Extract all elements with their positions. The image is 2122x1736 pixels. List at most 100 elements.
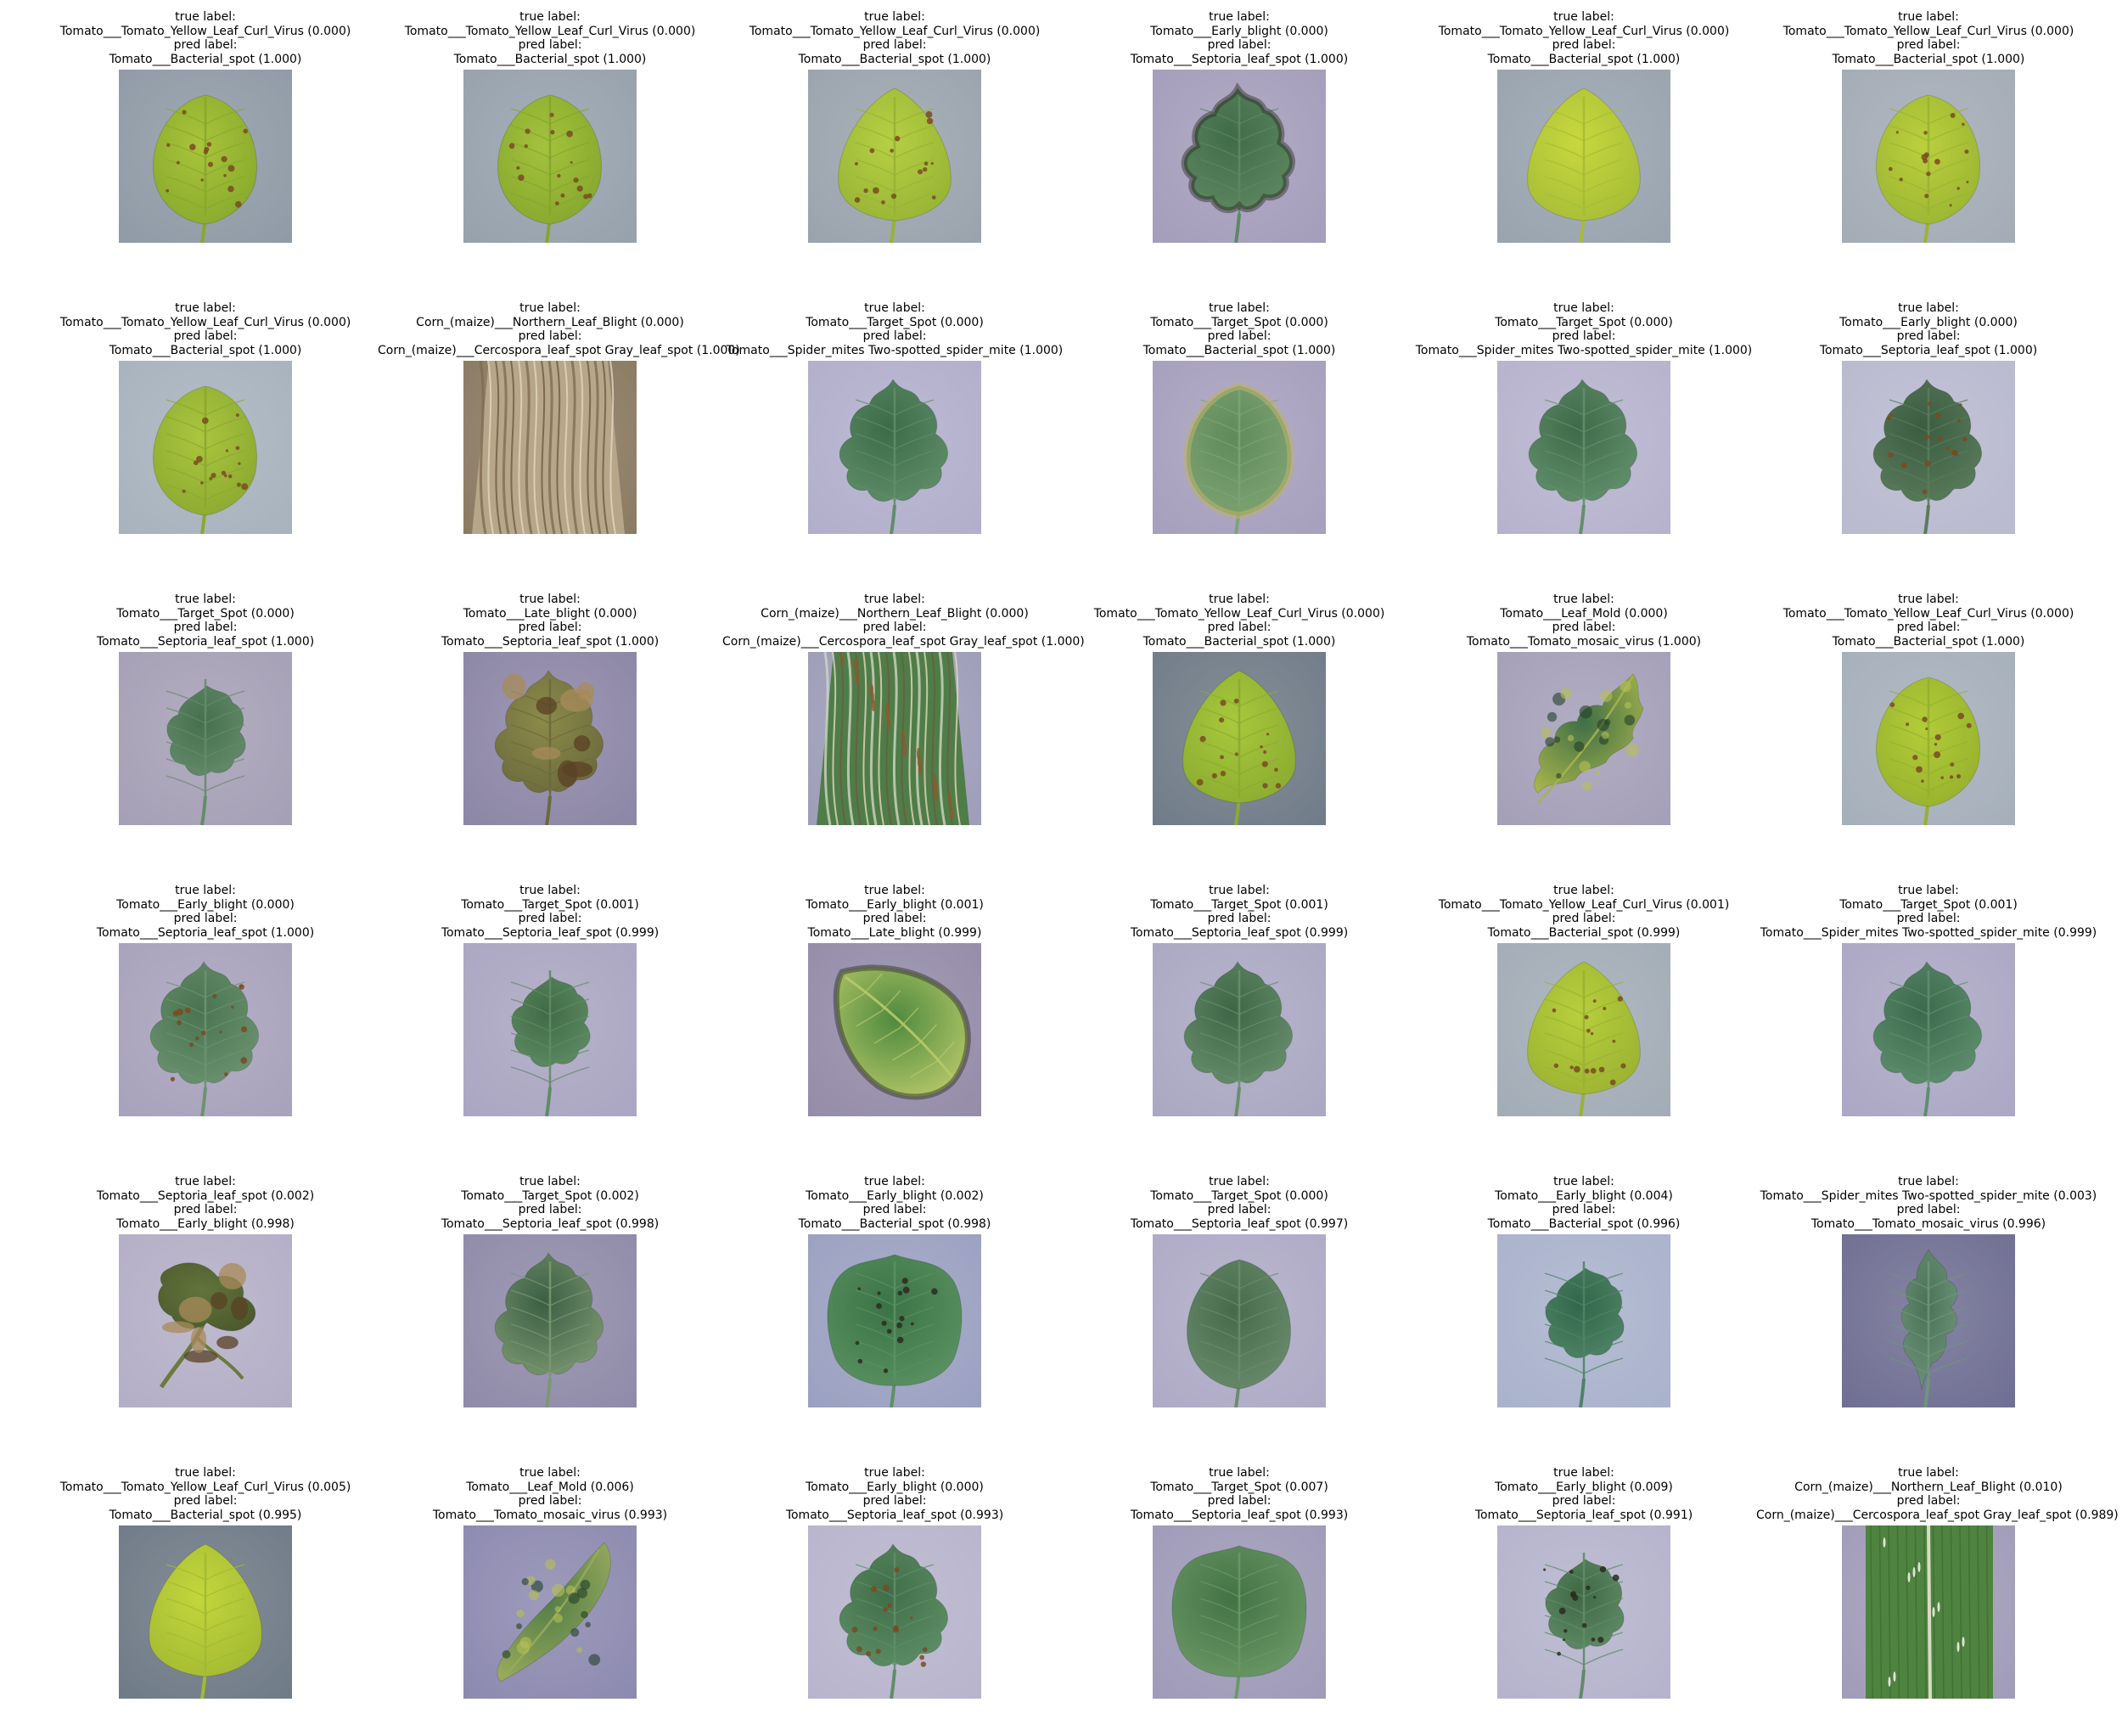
true-label-heading: true label: (864, 884, 925, 897)
leaf-photo (808, 1525, 981, 1699)
pred-label-value: Tomato___Septoria_leaf_spot (1.000) (96, 634, 315, 649)
true-label-heading: true label: (519, 1466, 581, 1480)
true-label-heading: true label: (1898, 593, 1959, 606)
pred-label-value: Tomato___Tomato_mosaic_virus (0.996) (1810, 1216, 2046, 1231)
true-label-heading: true label: (1209, 1466, 1270, 1480)
leaf-image (1842, 70, 2015, 243)
leaf (153, 385, 257, 534)
leaf (1183, 961, 1293, 1116)
panel: true label: Tomato___Target_Spot (0.001) p… (378, 874, 722, 1154)
pred-label-heading: pred label: (1207, 1494, 1272, 1508)
panel-caption: true label: Corn_(maize)___Northern_Leaf_… (1756, 1466, 2119, 1522)
true-label-heading: true label: (175, 10, 236, 24)
pred-label-heading: pred label: (173, 621, 238, 634)
leaf-image (119, 652, 292, 825)
leaf-photo (1153, 1234, 1326, 1407)
leaf (1182, 670, 1296, 825)
leaf-image (463, 1234, 637, 1407)
pred-label-heading: pred label: (1207, 621, 1272, 634)
panel-caption: true label: Tomato___Tomato_Yellow_Leaf_C… (1412, 10, 1756, 66)
leaf-image (1153, 70, 1326, 243)
pred-label-heading: pred label: (1552, 1494, 1616, 1508)
pred-label-value: Tomato___Bacterial_spot (0.995) (109, 1508, 302, 1522)
pred-label-value: Tomato___Bacterial_spot (1.000) (1142, 343, 1336, 357)
true-label-value: Tomato___Target_Spot (0.000) (1495, 315, 1673, 329)
true-label-heading: true label: (1898, 1466, 1959, 1480)
true-label-value: Tomato___Target_Spot (0.002) (461, 1188, 639, 1203)
pred-label-heading: pred label: (518, 621, 582, 634)
pred-label-value: Tomato___Septoria_leaf_spot (1.000) (96, 925, 315, 940)
pred-label-value: Tomato___Bacterial_spot (1.000) (109, 343, 302, 357)
panel: true label: Tomato___Early_blight (0.000)… (1067, 0, 1412, 280)
pred-label-value: Tomato___Septoria_leaf_spot (0.993) (1130, 1508, 1349, 1522)
leaf (838, 87, 952, 243)
panel-caption: true label: Corn_(maize)___Northern_Leaf_… (722, 593, 1085, 649)
panel-caption: true label: Tomato___Tomato_Yellow_Leaf_C… (1412, 884, 1756, 940)
true-label-value: Tomato___Early_blight (0.002) (806, 1188, 984, 1203)
true-label-heading: true label: (1898, 1175, 1959, 1188)
pred-label-value: Tomato___Bacterial_spot (1.000) (1142, 634, 1336, 649)
pred-label-value: Tomato___Spider_mites Two-spotted_spider… (726, 343, 1064, 357)
true-label-heading: true label: (175, 884, 236, 897)
panel-caption: true label: Tomato___Leaf_Mold (0.000) pre… (1412, 593, 1756, 649)
pred-label-heading: pred label: (518, 38, 582, 52)
pred-label-value: Tomato___Septoria_leaf_spot (0.998) (441, 1216, 660, 1231)
leaf-photo (119, 652, 292, 825)
leaf (1876, 94, 1980, 243)
leaf-photo (119, 70, 292, 243)
leaf (494, 1252, 603, 1407)
panel-caption: true label: Tomato___Tomato_Yellow_Leaf_C… (1067, 593, 1412, 649)
leaf-image (808, 1525, 981, 1699)
leaf (1543, 1553, 1625, 1699)
pred-label-heading: pred label: (173, 329, 238, 343)
panel-caption: true label: Tomato___Target_Spot (0.000) p… (33, 593, 378, 649)
pred-label-value: Tomato___Bacterial_spot (0.996) (1487, 1216, 1681, 1231)
pred-label-heading: pred label: (1896, 329, 1961, 343)
pred-label-value: Tomato___Septoria_leaf_spot (1.000) (1819, 343, 2038, 357)
panel-caption: true label: Tomato___Target_Spot (0.000) p… (722, 301, 1067, 357)
panel-caption: true label: Tomato___Early_blight (0.002)… (722, 1175, 1067, 1231)
panel: true label: Tomato___Tomato_Yellow_Leaf_C… (1067, 582, 1412, 862)
pred-label-heading: pred label: (1552, 38, 1616, 52)
leaf-photo (1153, 361, 1326, 534)
pred-label-heading: pred label: (518, 329, 582, 343)
pred-label-heading: pred label: (518, 912, 582, 925)
leaf-image (463, 652, 637, 825)
pred-label-value: Tomato___Late_blight (0.999) (807, 925, 982, 940)
leaf-image (1497, 361, 1670, 534)
pred-label-value: Corn_(maize)___Cercospora_leaf_spot Gray… (378, 343, 740, 357)
leaf-photo (1153, 652, 1326, 825)
panel: true label: Corn_(maize)___Northern_Leaf_… (722, 582, 1085, 862)
true-label-heading: true label: (1209, 301, 1270, 315)
leaf-image (1153, 652, 1326, 825)
true-label-heading: true label: (175, 301, 236, 315)
panel: true label: Tomato___Target_Spot (0.001) p… (1756, 874, 2101, 1154)
leaf (510, 970, 591, 1116)
pred-label-heading: pred label: (1896, 38, 1961, 52)
true-label-heading: true label: (175, 1175, 236, 1188)
panel: true label: Tomato___Tomato_Yellow_Leaf_C… (722, 0, 1067, 280)
leaf-image (119, 943, 292, 1116)
pred-label-value: Tomato___Bacterial_spot (1.000) (798, 52, 991, 66)
pred-label-heading: pred label: (1552, 1203, 1616, 1216)
pred-label-value: Tomato___Septoria_leaf_spot (1.000) (1130, 52, 1349, 66)
panel-caption: true label: Tomato___Target_Spot (0.001) p… (378, 884, 722, 940)
leaf-image (1842, 652, 2015, 825)
panel: true label: Tomato___Early_blight (0.004)… (1412, 1165, 1756, 1445)
panel: true label: Tomato___Early_blight (0.000)… (722, 1456, 1067, 1736)
leaf-photo (463, 70, 637, 243)
pred-label-value: Tomato___Septoria_leaf_spot (0.999) (441, 925, 660, 940)
panel-caption: true label: Tomato___Target_Spot (0.001) p… (1067, 884, 1412, 940)
pred-label-heading: pred label: (518, 1494, 582, 1508)
leaf-image (1497, 943, 1670, 1116)
pred-label-value: Tomato___Bacterial_spot (1.000) (1832, 634, 2025, 649)
pred-label-heading: pred label: (173, 1494, 238, 1508)
panel: true label: Corn_(maize)___Northern_Leaf_… (378, 291, 740, 571)
panel: true label: Tomato___Leaf_Mold (0.006) pre… (378, 1456, 722, 1736)
leaf (158, 1262, 256, 1389)
true-label-heading: true label: (519, 884, 581, 897)
pred-label-heading: pred label: (173, 1203, 238, 1216)
panel-caption: true label: Tomato___Tomato_Yellow_Leaf_C… (1756, 10, 2101, 66)
panel-caption: true label: Tomato___Early_blight (0.009)… (1412, 1466, 1756, 1522)
pred-label-value: Tomato___Bacterial_spot (1.000) (109, 52, 302, 66)
